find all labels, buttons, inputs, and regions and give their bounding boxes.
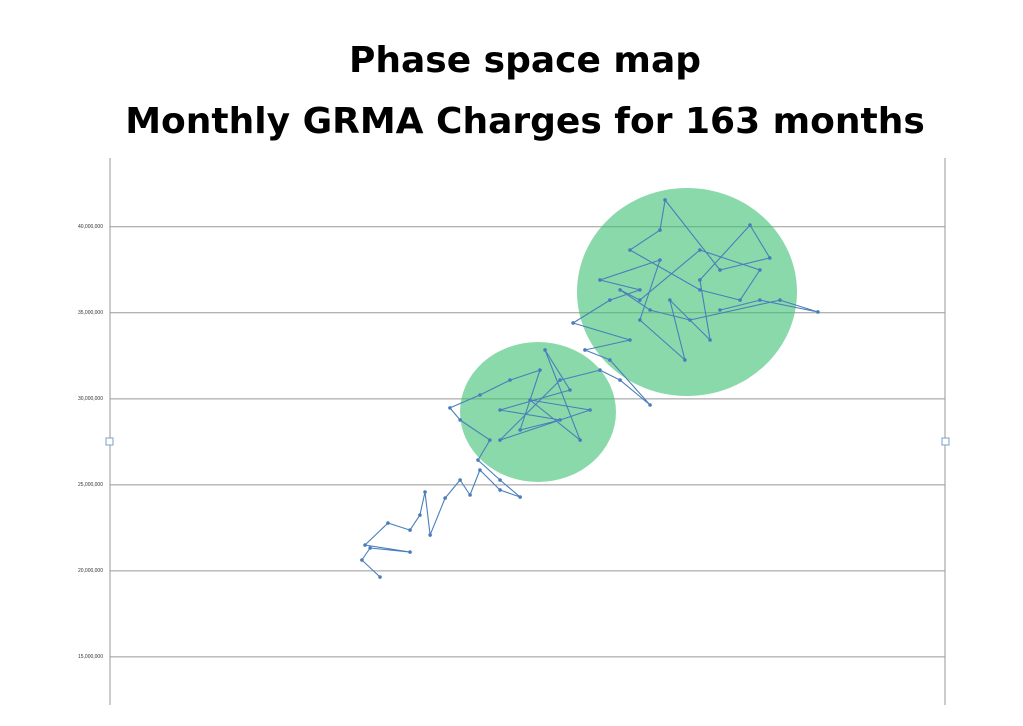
data-point — [658, 228, 662, 232]
data-point — [571, 321, 575, 325]
data-point — [758, 268, 762, 272]
data-point — [648, 403, 652, 407]
data-point — [488, 438, 492, 442]
data-point — [498, 488, 502, 492]
data-point — [648, 308, 652, 312]
data-point — [748, 223, 752, 227]
data-point — [418, 513, 422, 517]
data-point — [738, 298, 742, 302]
data-point — [448, 406, 452, 410]
data-point — [518, 428, 522, 432]
data-point — [478, 393, 482, 397]
data-point — [778, 298, 782, 302]
data-point — [478, 468, 482, 472]
data-point — [476, 458, 480, 462]
data-point — [408, 528, 412, 532]
data-point — [588, 408, 592, 412]
data-point — [683, 358, 687, 362]
data-point — [578, 438, 582, 442]
chart-subtitle: Monthly GRMA Charges for 163 months — [125, 101, 925, 142]
data-point — [508, 378, 512, 382]
y-tick-label: 25,000,000 — [78, 482, 103, 488]
data-point — [528, 398, 532, 402]
data-point — [638, 288, 642, 292]
data-point — [583, 348, 587, 352]
data-point — [698, 288, 702, 292]
cluster-highlight — [460, 342, 616, 482]
data-point — [688, 318, 692, 322]
data-point — [498, 408, 502, 412]
data-point — [638, 318, 642, 322]
data-point — [468, 493, 472, 497]
data-point — [498, 478, 502, 482]
data-point — [618, 378, 622, 382]
data-point — [698, 278, 702, 282]
data-point — [458, 418, 462, 422]
y-tick-label: 20,000,000 — [78, 568, 103, 574]
data-point — [360, 558, 364, 562]
data-point — [386, 521, 390, 525]
series-line — [361, 199, 819, 578]
data-point — [608, 298, 612, 302]
data-point — [538, 368, 542, 372]
data-point — [368, 546, 372, 550]
plot — [360, 198, 820, 579]
data-point — [428, 533, 432, 537]
data-point — [628, 248, 632, 252]
handle — [941, 437, 950, 446]
data-point — [608, 358, 612, 362]
data-point — [618, 288, 622, 292]
data-point — [518, 495, 522, 499]
data-point — [598, 278, 602, 282]
y-tick-label: 30,000,000 — [78, 396, 103, 402]
data-point — [698, 248, 702, 252]
data-point — [543, 348, 547, 352]
chart-title: Phase space map — [349, 40, 701, 81]
data-point — [663, 198, 667, 202]
handle — [105, 437, 114, 446]
data-point — [718, 308, 722, 312]
data-point — [423, 490, 427, 494]
data-point — [638, 298, 642, 302]
data-point — [708, 338, 712, 342]
data-point — [598, 368, 602, 372]
data-point — [498, 438, 502, 442]
data-point — [558, 418, 562, 422]
y-tick-label: 15,000,000 — [78, 654, 103, 660]
data-point — [408, 550, 412, 554]
data-point — [363, 543, 367, 547]
y-tick-label: 35,000,000 — [78, 310, 103, 316]
data-point — [628, 338, 632, 342]
data-point — [718, 268, 722, 272]
data-point — [758, 298, 762, 302]
data-point — [568, 388, 572, 392]
data-point — [378, 575, 382, 579]
data-point — [458, 478, 462, 482]
cluster-highlight — [577, 188, 797, 396]
data-point — [658, 258, 662, 262]
data-point — [668, 298, 672, 302]
y-tick-label: 40,000,000 — [78, 224, 103, 230]
data-point — [816, 310, 820, 314]
data-point — [443, 496, 447, 500]
data-point — [558, 378, 562, 382]
data-point — [767, 256, 772, 260]
